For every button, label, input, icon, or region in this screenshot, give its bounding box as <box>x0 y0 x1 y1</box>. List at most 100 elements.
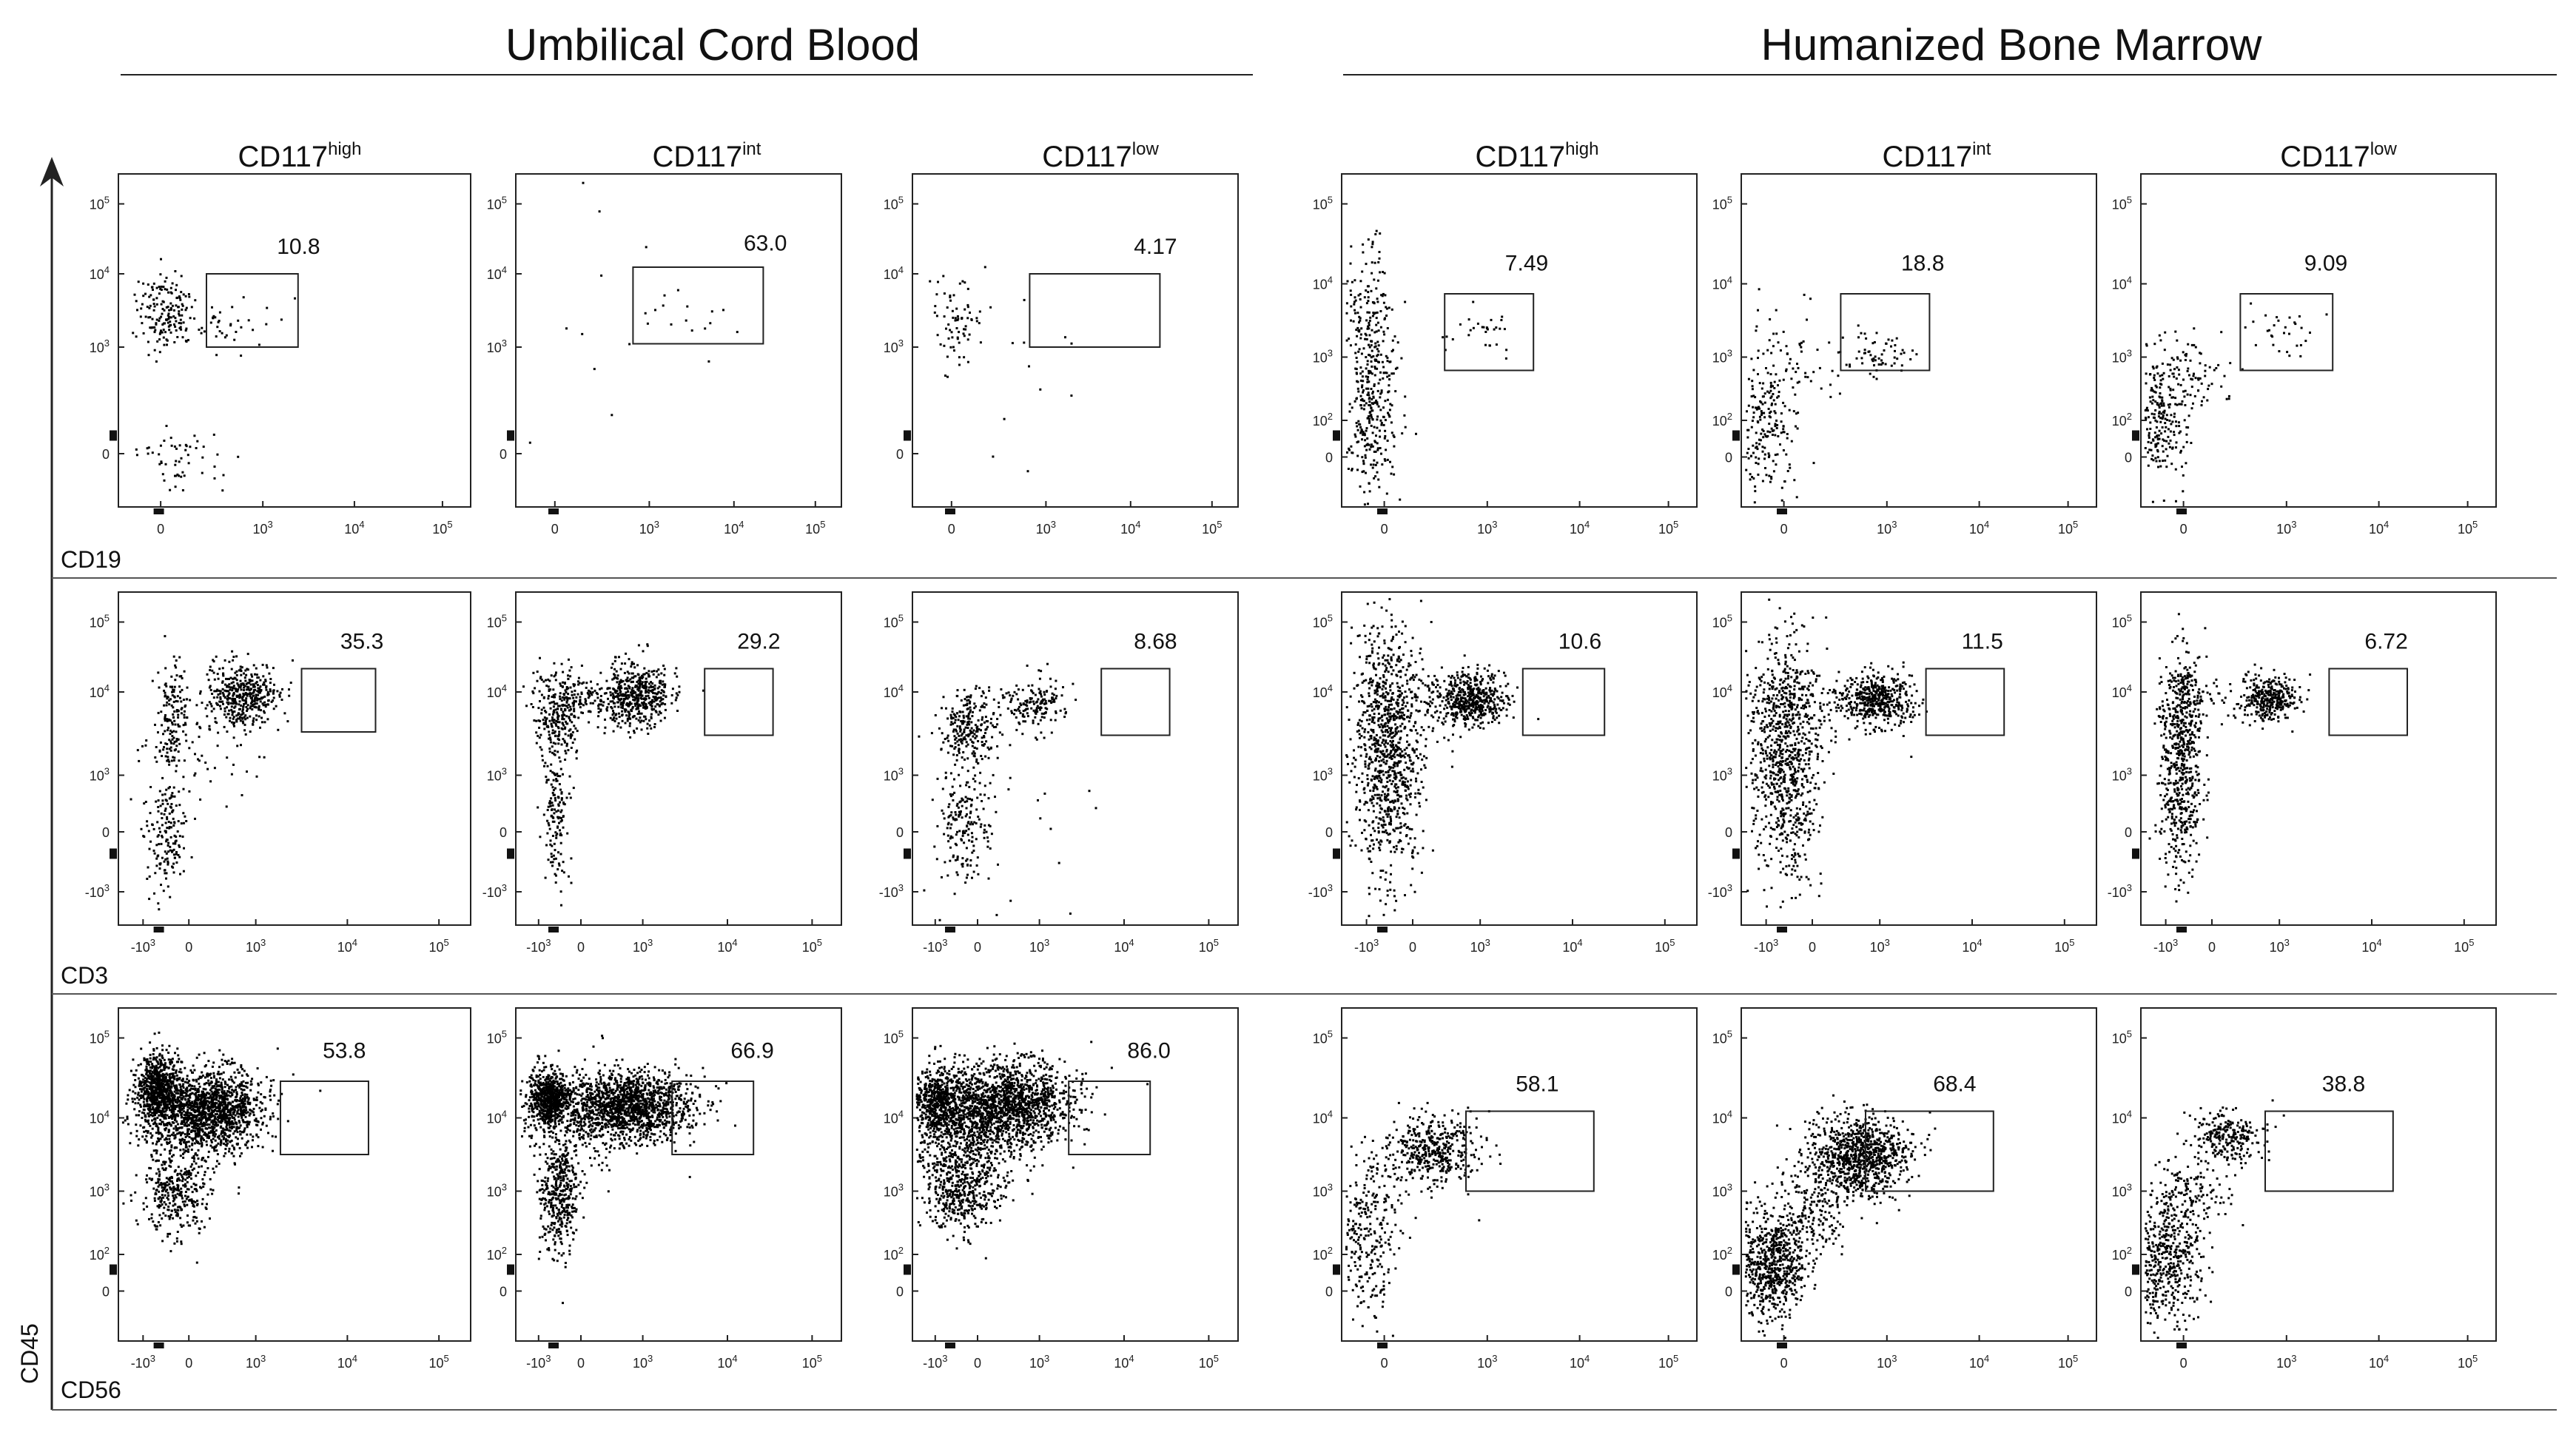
event-dots <box>2148 613 2312 903</box>
x-zero-marker <box>945 1342 955 1348</box>
x-tick-label: 105 <box>802 1353 822 1371</box>
flow-plot-3: 0 103 104 105 0 103 104 105 4.17 <box>884 173 1239 537</box>
x-tick-label: 103 <box>1477 1353 1497 1371</box>
y-tick-label: 0 <box>896 1285 904 1300</box>
x-tick-label: 104 <box>337 937 357 955</box>
gate-box <box>2239 293 2334 372</box>
y-tick-label: -103 <box>879 882 904 900</box>
x-tick-label: 103 <box>2276 1353 2296 1371</box>
gate-percent-label: 11.5 <box>1962 630 2003 654</box>
y-tick-label: 0 <box>1325 825 1333 840</box>
y-tick-label: 0 <box>1725 825 1732 840</box>
plot-frame <box>515 591 842 926</box>
y-tick-label: 0 <box>896 447 904 462</box>
y-tick-label: 103 <box>2112 348 2132 366</box>
x-tick-label: 104 <box>717 1353 737 1371</box>
y-tick-label: 105 <box>1712 613 1732 631</box>
event-dots <box>1745 598 1928 909</box>
y-axis-arrow <box>40 157 64 186</box>
gate-box <box>671 1081 755 1155</box>
y-tick-label: 103 <box>1712 766 1732 784</box>
y-tick-label: 0 <box>102 825 110 840</box>
x-tick-label: 103 <box>1029 937 1049 955</box>
y-tick-label: 103 <box>90 1182 110 1200</box>
x-tick-label: 0 <box>577 940 585 955</box>
y-tick-label: 104 <box>884 264 904 282</box>
gate-box <box>1068 1081 1151 1155</box>
x-tick-label: 0 <box>974 940 981 955</box>
x-tick-label: 0 <box>577 1356 585 1371</box>
x-tick-label: 103 <box>1470 937 1490 955</box>
x-tick-label: 104 <box>2369 519 2389 537</box>
y-zero-marker <box>110 848 117 859</box>
y-zero-marker <box>904 430 911 441</box>
gate-percent-label: 6.72 <box>2364 630 2407 654</box>
x-tick-label: 105 <box>429 937 449 955</box>
y-tick-label: 102 <box>90 1245 110 1263</box>
plot-frame <box>1741 591 2097 926</box>
x-tick-label: 103 <box>246 1353 266 1371</box>
gate-percent-label: 10.6 <box>1558 630 1601 654</box>
y-tick-label: 103 <box>487 766 507 784</box>
y-tick-label: 103 <box>1313 348 1333 366</box>
x-zero-marker <box>1777 927 1787 932</box>
y-zero-marker <box>507 430 514 441</box>
y-tick-label: 104 <box>1313 682 1333 700</box>
x-tick-label: 103 <box>639 519 659 537</box>
x-tick-label: 105 <box>2054 937 2074 955</box>
x-tick-label: 103 <box>1036 519 1056 537</box>
x-zero-marker <box>2176 508 2187 514</box>
row-label-cd56: CD56 <box>61 1377 121 1404</box>
x-tick-label: 0 <box>1381 1356 1388 1371</box>
y-tick-label: 104 <box>487 682 507 700</box>
row-label-cd3: CD3 <box>61 962 108 989</box>
y-tick-label: 105 <box>487 613 507 631</box>
x-zero-marker <box>2176 927 2187 932</box>
gate-box <box>300 668 377 733</box>
event-dots <box>1345 229 1508 506</box>
plot-frame <box>1341 1007 1698 1342</box>
x-tick-label: 0 <box>1381 522 1388 537</box>
event-dots <box>1744 1094 1937 1340</box>
x-tick-label: 0 <box>2180 522 2187 537</box>
x-tick-label: 104 <box>1114 937 1134 955</box>
gate-percent-label: 58.1 <box>1516 1072 1558 1097</box>
row-label-cd19: CD19 <box>61 546 121 574</box>
y-zero-marker <box>1732 848 1740 859</box>
event-dots <box>132 258 296 492</box>
flow-plot-7: -103 0 103 104 105 -103 0 103 104 105 35.3 <box>85 591 471 955</box>
plot-frame <box>1741 173 2097 508</box>
gate-box <box>1521 668 1606 736</box>
plot-frame <box>912 591 1239 926</box>
x-zero-marker <box>153 1342 164 1348</box>
y-tick-label: 0 <box>2125 451 2132 466</box>
y-zero-marker <box>2132 848 2139 859</box>
x-tick-label: 105 <box>2458 519 2478 537</box>
x-zero-marker <box>1777 1342 1787 1348</box>
event-dots <box>121 1031 322 1264</box>
x-tick-label: 0 <box>1780 1356 1788 1371</box>
y-zero-marker <box>2132 1264 2139 1275</box>
y-tick-label: 105 <box>884 195 904 212</box>
gate-box <box>279 1081 369 1155</box>
y-tick-label: 103 <box>487 1182 507 1200</box>
y-tick-label: 103 <box>1313 766 1333 784</box>
gate-percent-label: 8.68 <box>1134 630 1177 654</box>
plot-frame <box>2140 173 2497 508</box>
x-tick-label: 0 <box>1780 522 1788 537</box>
x-tick-label: 0 <box>185 940 192 955</box>
y-tick-label: 104 <box>90 1109 110 1126</box>
flow-plot-2: 0 103 104 105 0 103 104 105 63.0 <box>487 173 842 537</box>
x-tick-label: -103 <box>131 1353 155 1371</box>
gate-box <box>1465 1110 1595 1192</box>
plot-frame <box>118 591 471 926</box>
x-zero-marker <box>548 927 559 932</box>
y-tick-label: 102 <box>1712 1245 1732 1263</box>
y-tick-label: 104 <box>487 264 507 282</box>
x-tick-label: 105 <box>432 519 452 537</box>
event-dots <box>130 635 294 911</box>
x-tick-label: 104 <box>1120 519 1140 537</box>
plot-frame <box>515 1007 842 1342</box>
gate-box <box>2264 1110 2394 1192</box>
x-zero-marker <box>1777 508 1787 514</box>
